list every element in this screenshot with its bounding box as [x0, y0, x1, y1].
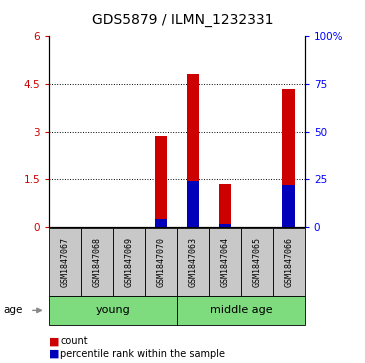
Text: GSM1847063: GSM1847063	[188, 237, 197, 287]
Bar	[81, 228, 113, 296]
Bar	[219, 184, 231, 227]
Bar	[187, 181, 199, 227]
Bar	[241, 228, 273, 296]
Text: GSM1847065: GSM1847065	[252, 237, 261, 287]
Bar	[113, 228, 145, 296]
Bar	[283, 185, 295, 227]
Bar	[177, 296, 305, 325]
Bar	[187, 74, 199, 227]
Bar	[155, 136, 168, 227]
Text: ■: ■	[49, 349, 60, 359]
Text: count: count	[60, 336, 88, 346]
Text: ■: ■	[49, 336, 60, 346]
Text: GSM1847066: GSM1847066	[284, 237, 293, 287]
Bar	[283, 89, 295, 227]
Bar	[155, 219, 168, 227]
Text: percentile rank within the sample: percentile rank within the sample	[60, 349, 225, 359]
Text: middle age: middle age	[210, 305, 272, 315]
Bar	[177, 228, 209, 296]
Text: young: young	[96, 305, 131, 315]
Text: GSM1847068: GSM1847068	[93, 237, 102, 287]
Text: GSM1847067: GSM1847067	[61, 237, 70, 287]
Text: GSM1847069: GSM1847069	[124, 237, 134, 287]
Text: age: age	[4, 305, 23, 315]
Bar	[219, 224, 231, 227]
Text: GSM1847064: GSM1847064	[220, 237, 230, 287]
Bar	[209, 228, 241, 296]
Bar	[145, 228, 177, 296]
Bar	[49, 296, 177, 325]
Bar	[273, 228, 305, 296]
Text: GDS5879 / ILMN_1232331: GDS5879 / ILMN_1232331	[92, 13, 273, 27]
Bar	[49, 228, 81, 296]
Text: GSM1847070: GSM1847070	[157, 237, 166, 287]
